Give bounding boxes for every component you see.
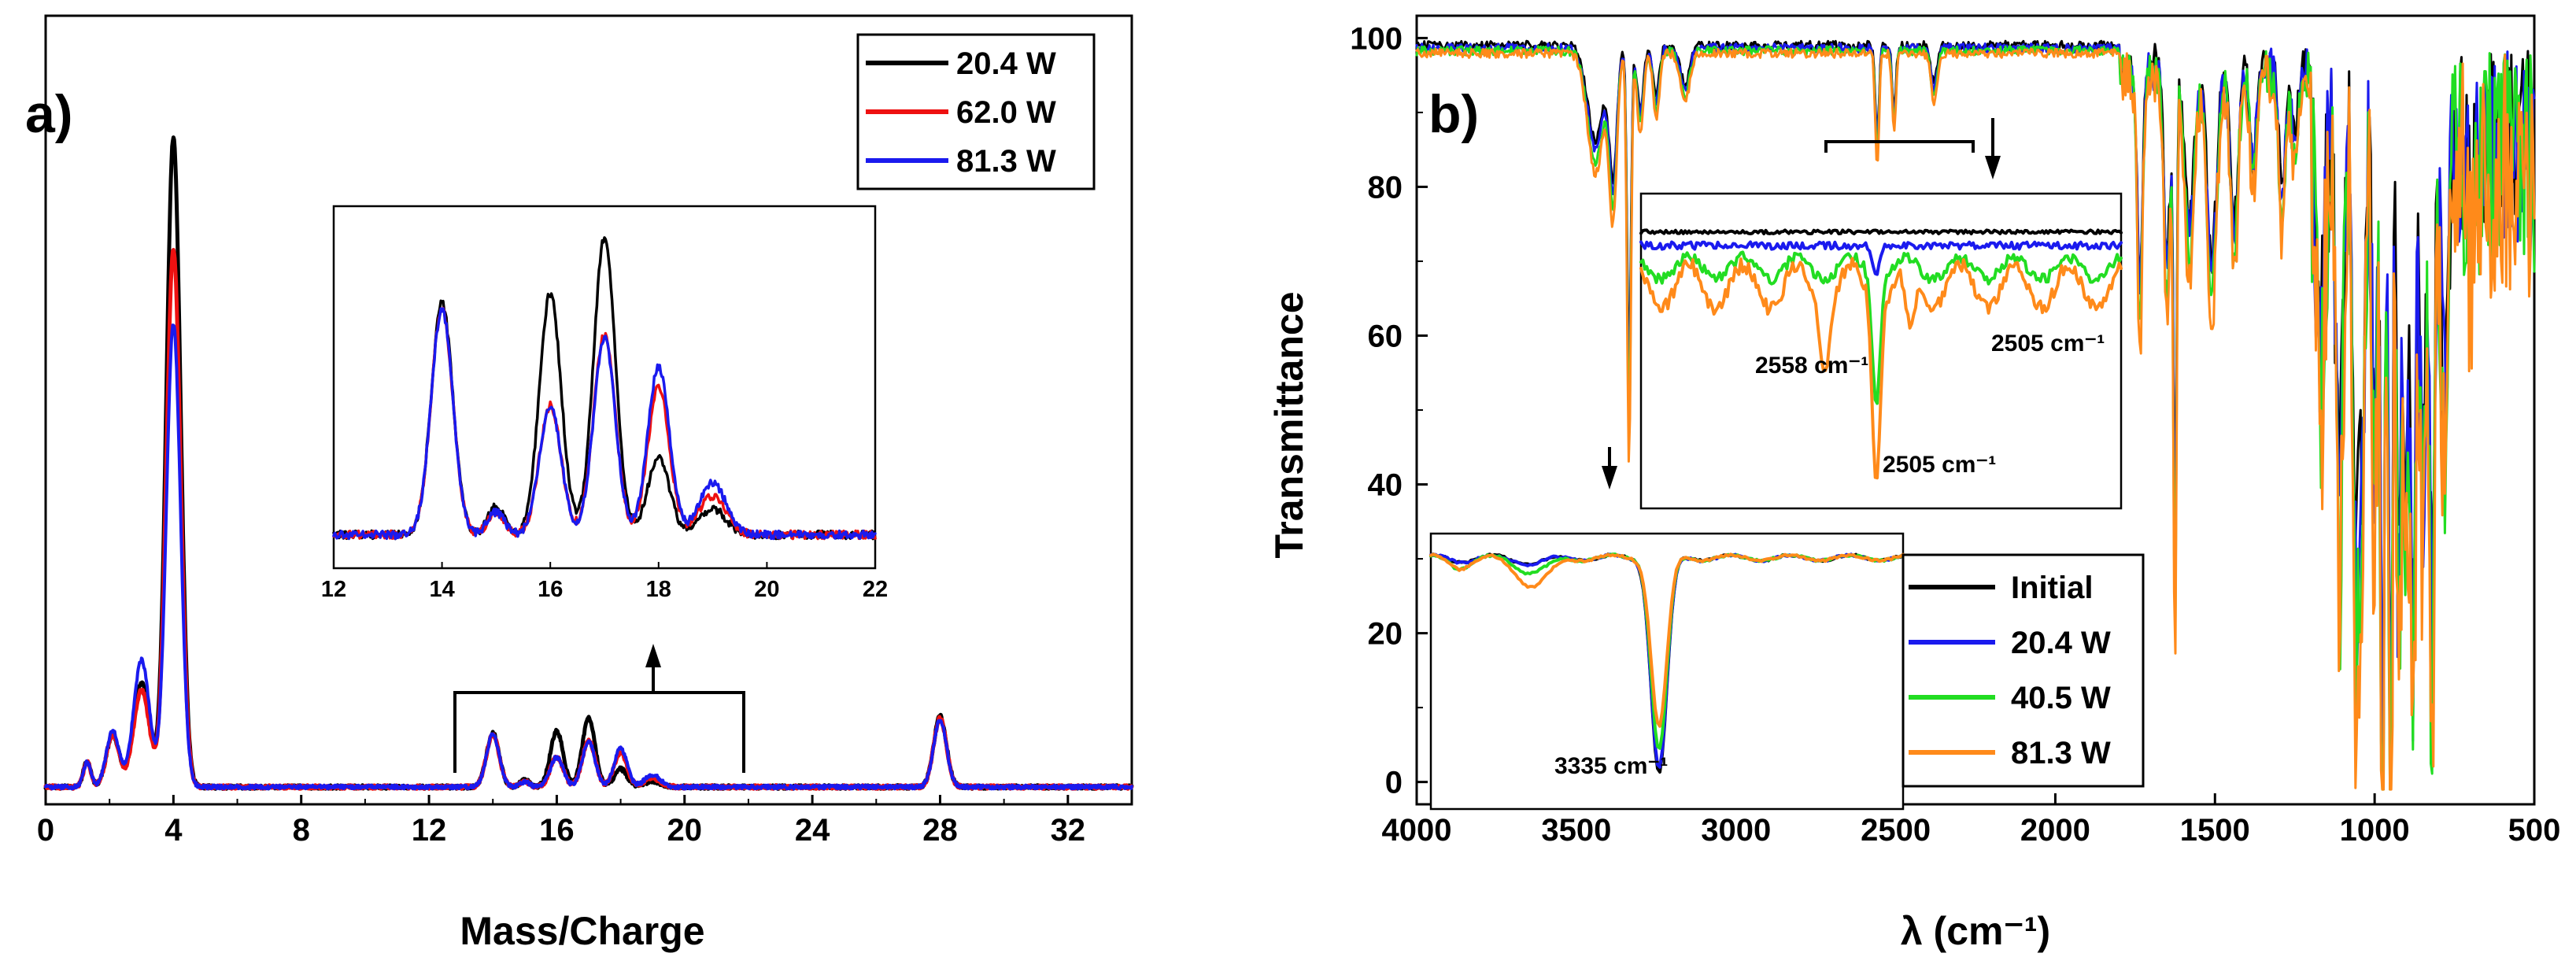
panel-b-x-tick-3500: 3500 <box>1541 813 1611 848</box>
panel-b-lower-inset-arrow <box>1602 466 1617 490</box>
panel-a-x-ticks: 0 4 8 12 16 20 24 28 32 <box>37 795 1085 848</box>
panel-a-x-tick-28: 28 <box>922 813 958 848</box>
annotation-3335: 3335 cm⁻¹ <box>1554 753 1668 779</box>
panel-b-y-tick-60: 60 <box>1368 319 1403 353</box>
panel-a-inset: 12 14 16 18 20 22 <box>321 205 888 602</box>
panel-a-x-tick-24: 24 <box>795 813 830 848</box>
panel-b-label: b) <box>1428 84 1479 144</box>
panel-a-inset-arrow <box>645 644 661 667</box>
panel-b-y-axis-label: Transmittance <box>1267 291 1311 558</box>
panel-b-y-tick-40: 40 <box>1368 468 1403 503</box>
panel-a-x-axis-label: Mass/Charge <box>460 909 704 953</box>
panel-b-upper-inset: 2558 cm⁻¹ 2505 cm⁻¹ 2505 cm⁻¹ <box>1639 192 2123 510</box>
legend-label-20-4w-b: 20.4 W <box>2011 626 2111 660</box>
legend-label-62-0w: 62.0 W <box>956 95 1056 130</box>
panel-b-y-tick-0: 0 <box>1385 766 1403 800</box>
panel-a-inset-x-tick-16: 16 <box>538 577 563 602</box>
panel-b-upper-inset-line-81-3-w <box>1639 257 2123 480</box>
panel-a-x-tick-8: 8 <box>293 813 310 848</box>
panel-b-x-tick-3000: 3000 <box>1701 813 1771 848</box>
annotation-2558: 2558 cm⁻¹ <box>1755 353 1868 379</box>
panel-b-x-axis-label: λ (cm⁻¹) <box>1901 909 2050 953</box>
panel-a-legend: 20.4 W 62.0 W 81.3 W <box>856 33 1096 190</box>
panel-b-y-tick-80: 80 <box>1368 170 1403 205</box>
panel-b-lower-inset-series <box>1429 552 1905 774</box>
legend-label-40-5w: 40.5 W <box>2011 681 2111 715</box>
panel-a-x-tick-32: 32 <box>1051 813 1086 848</box>
panel-a-x-tick-20: 20 <box>667 813 703 848</box>
annotation-2505-bottom: 2505 cm⁻¹ <box>1883 452 1996 478</box>
panel-b-series <box>1415 39 2536 791</box>
panel-b-x-tick-4000: 4000 <box>1382 813 1452 848</box>
panel-a-inset-x-tick-22: 22 <box>863 577 888 602</box>
panel-a-plot-frame <box>44 14 1133 806</box>
panel-b-line-81-3-w <box>1415 47 2536 791</box>
panel-b-upper-inset-line-40-5-w <box>1639 250 2123 405</box>
panel-b-lower-inset: 3335 cm⁻¹ <box>1429 532 1905 811</box>
panel-a-x-tick-12: 12 <box>412 813 447 848</box>
panel-b-upper-inset-arrow <box>1985 156 2001 179</box>
panel-b-legend: Initial 20.4 W 40.5 W 81.3 W <box>1902 553 2145 788</box>
panel-a-x-tick-4: 4 <box>164 813 183 848</box>
panel-b-upper-inset-line-initial <box>1639 228 2123 235</box>
annotation-2505-right: 2505 cm⁻¹ <box>1991 331 2105 357</box>
panel-a-inset-x-tick-18: 18 <box>646 577 671 602</box>
panel-a-mass-spectrum: 0 4 8 12 16 20 24 28 32 a) Mass/Charge 20.4 W 62… <box>25 14 1134 953</box>
legend-label-20-4w: 20.4 W <box>956 46 1056 81</box>
panel-b-upper-inset-series <box>1639 228 2123 480</box>
panel-b-y-tick-20: 20 <box>1368 617 1403 652</box>
legend-label-initial: Initial <box>2011 571 2093 605</box>
panel-a-inset-frame <box>332 205 877 570</box>
panel-a-inset-x-tick-20: 20 <box>754 577 779 602</box>
panel-a-inset-x-tick-14: 14 <box>429 577 454 602</box>
panel-b-lower-inset-line-81-3-w <box>1429 552 1905 728</box>
panel-b-x-tick-2000: 2000 <box>2020 813 2090 848</box>
panel-b-y-tick-100: 100 <box>1350 21 1403 56</box>
panel-b-x-tick-500: 500 <box>2508 813 2561 848</box>
panel-b-x-tick-2500: 2500 <box>1861 813 1931 848</box>
panel-a-inset-series <box>332 236 877 541</box>
panel-a-series <box>43 135 1134 791</box>
panel-a-inset-line-81-3-w <box>332 307 877 541</box>
panel-a-x-tick-16: 16 <box>539 813 575 848</box>
legend-label-81-3w-b: 81.3 W <box>2011 736 2111 770</box>
panel-a-inset-x-tick-12: 12 <box>321 577 346 602</box>
panel-b-x-tick-1500: 1500 <box>2180 813 2250 848</box>
panel-a-line-81-3-w <box>44 323 1133 791</box>
panel-a-x-tick-0: 0 <box>37 813 54 848</box>
legend-label-81-3w: 81.3 W <box>956 144 1056 179</box>
panel-b-ir-spectrum: 4000 3500 3000 2500 2000 1500 1000 500 0 20 40 60 80… <box>1267 14 2560 953</box>
panel-a-inset-x-ticks: 12 14 16 18 20 22 <box>321 562 888 602</box>
panel-b-x-tick-1000: 1000 <box>2340 813 2410 848</box>
panel-b-axis-ticks: 4000 3500 3000 2500 2000 1500 1000 500 0 20 40 60 80… <box>1350 21 2560 848</box>
panel-b-upper-inset-line-20-4-w <box>1639 240 2123 276</box>
panel-a-label: a) <box>25 84 72 144</box>
panel-b-legend-box <box>1902 553 2145 788</box>
